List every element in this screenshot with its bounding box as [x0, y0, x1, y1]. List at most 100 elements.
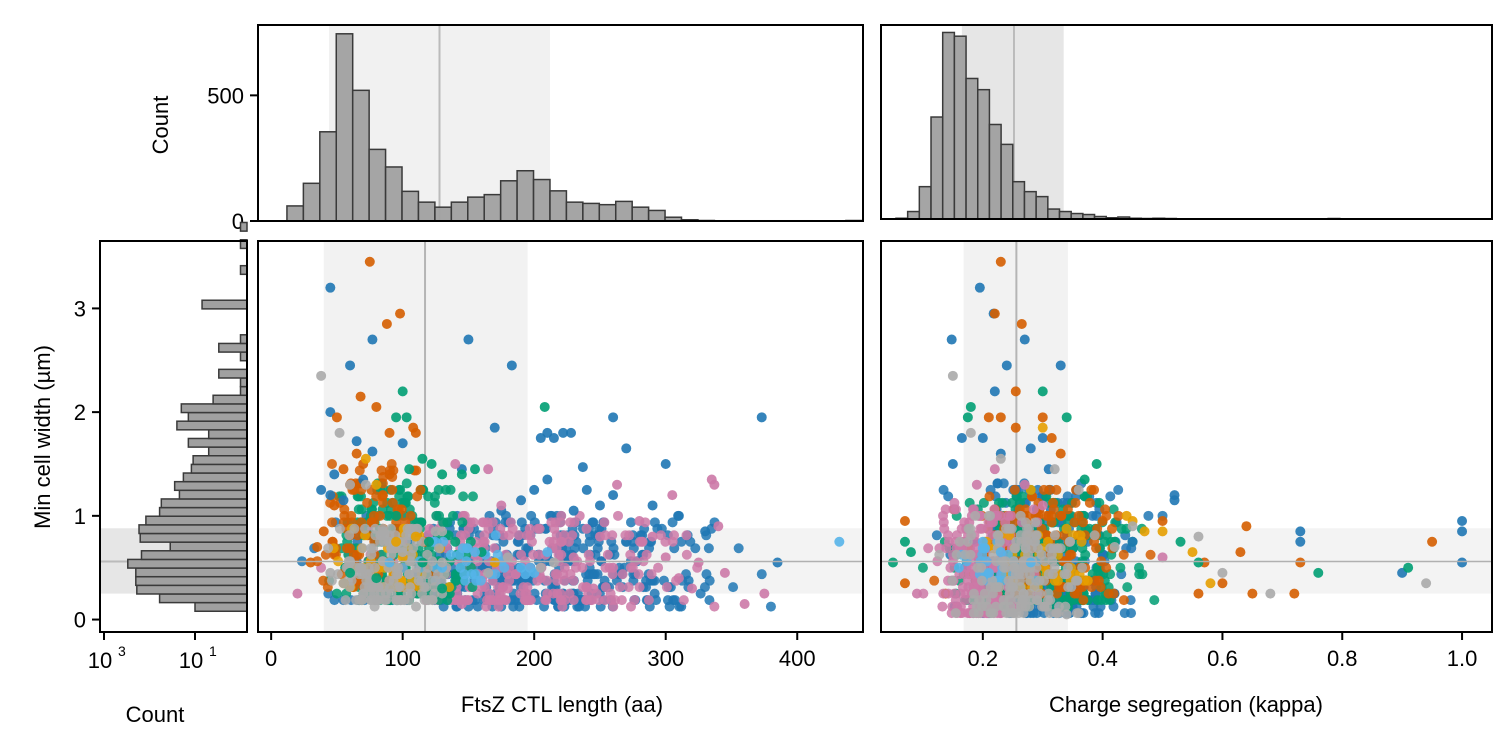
- scatter-point-pink: [456, 598, 467, 609]
- scatter-point-pink: [673, 573, 684, 584]
- scatter-point-green: [470, 464, 481, 475]
- scatter-point-gray: [338, 578, 349, 589]
- x-tick-exponent: 1: [209, 643, 217, 659]
- scatter-point: [1028, 504, 1039, 515]
- scatter-point-blue: [621, 443, 632, 454]
- scatter-point: [968, 588, 979, 599]
- scatter-point-yellow: [391, 536, 402, 547]
- scatter-point: [964, 569, 975, 580]
- scatter-point-orange: [1235, 547, 1246, 558]
- scatter-point: [608, 601, 619, 612]
- scatter-point: [602, 549, 613, 560]
- scatter-point: [1051, 484, 1062, 495]
- scatter-point: [445, 549, 456, 560]
- scatter1-xlabel: FtsZ CTL length (aa): [461, 692, 663, 717]
- scatter-point-yellow: [371, 479, 382, 490]
- scatter-point: [1113, 484, 1124, 495]
- scatter-point: [559, 562, 570, 573]
- scatter-point-yellow: [1139, 526, 1150, 537]
- scatter-point: [995, 510, 1006, 521]
- scatter-point: [408, 543, 419, 554]
- scatter-point: [937, 601, 948, 612]
- scatter-point-pink: [1157, 552, 1168, 563]
- scatter-point: [1030, 530, 1041, 541]
- scatter-point-green: [1091, 458, 1102, 469]
- scatter-point: [1024, 601, 1035, 612]
- scatter-point-orange: [410, 427, 421, 438]
- scatter-point-blue: [772, 557, 783, 568]
- scatter-point-gray: [1127, 521, 1138, 532]
- scatter-point-blue: [558, 427, 569, 438]
- scatter-point-orange: [329, 500, 340, 511]
- scatter-point: [368, 510, 379, 521]
- scatter-point-gray: [377, 526, 388, 537]
- scatter-point: [1089, 484, 1100, 495]
- hist-bar: [647, 209, 666, 222]
- scatter-point: [1046, 517, 1057, 528]
- scatter-point: [709, 601, 720, 612]
- scatter-point-green: [1193, 557, 1204, 568]
- scatter-point-blue: [397, 438, 408, 449]
- scatter-point: [1073, 510, 1084, 521]
- scatter-point: [681, 549, 692, 560]
- scatter-point-gray: [548, 557, 559, 568]
- scatter-point-green: [371, 573, 382, 584]
- scatter-point: [592, 543, 603, 554]
- scatter-point: [1143, 510, 1154, 521]
- scatter-point-orange: [989, 308, 1000, 319]
- scatter-point: [318, 575, 329, 586]
- scatter-point-blue: [548, 433, 559, 444]
- y-tick-label: 1: [74, 504, 86, 529]
- scatter-point: [540, 595, 551, 606]
- scatter-point-blue: [956, 433, 967, 444]
- scatter-point: [353, 504, 364, 515]
- axes-frame: [880, 240, 1493, 633]
- scatter-point-blue: [338, 495, 349, 506]
- hist-bar: [127, 558, 248, 569]
- scatter-point: [341, 543, 352, 554]
- hist-bar: [988, 123, 1002, 220]
- hist-bar: [160, 498, 248, 509]
- hist-bar: [158, 593, 248, 604]
- scatter-point: [1077, 562, 1088, 573]
- scatter-point-orange: [995, 256, 1006, 267]
- scatter-point: [950, 504, 961, 515]
- hist-bar: [201, 299, 248, 310]
- scatter-point-gray: [535, 562, 546, 573]
- scatter-point: [617, 569, 628, 580]
- scatter-point: [733, 543, 744, 554]
- plot-area: [258, 241, 863, 632]
- hist-bar: [173, 480, 248, 492]
- hist-bar: [384, 166, 403, 222]
- left-ylabel: Min cell width (µm): [30, 345, 55, 529]
- scatter-point: [1101, 562, 1112, 573]
- scatter-point-blue: [1457, 516, 1468, 527]
- scatter-point-orange: [364, 256, 375, 267]
- scatter-point: [947, 575, 958, 586]
- scatter-point-pink: [608, 562, 619, 573]
- hist-bar: [178, 489, 248, 500]
- scatter-point-green: [404, 464, 415, 475]
- hist-bar: [401, 190, 420, 222]
- scatter-point-pink: [588, 583, 599, 594]
- scatter-point: [1061, 523, 1072, 534]
- scatter-point-lightblue: [953, 562, 964, 573]
- scatter-point: [1034, 575, 1045, 586]
- scatter-point: [1091, 543, 1102, 554]
- scatter-point-orange: [1046, 433, 1057, 444]
- scatter-point: [365, 595, 376, 606]
- scatter-point-lightblue: [516, 562, 527, 573]
- scatter-point: [962, 536, 973, 547]
- scatter-point-orange: [377, 490, 388, 501]
- scatter-point-orange: [331, 412, 342, 423]
- scatter-point: [633, 569, 644, 580]
- scatter-point-orange: [338, 464, 349, 475]
- scatter-point-blue: [660, 458, 671, 469]
- scatter-point: [412, 491, 423, 502]
- scatter-point-blue: [316, 484, 327, 495]
- plot-area: [881, 241, 1492, 632]
- x-tick-label: 0: [265, 646, 277, 671]
- scatter-point: [681, 530, 692, 541]
- scatter-point: [1018, 608, 1029, 619]
- scatter-point: [1001, 523, 1012, 534]
